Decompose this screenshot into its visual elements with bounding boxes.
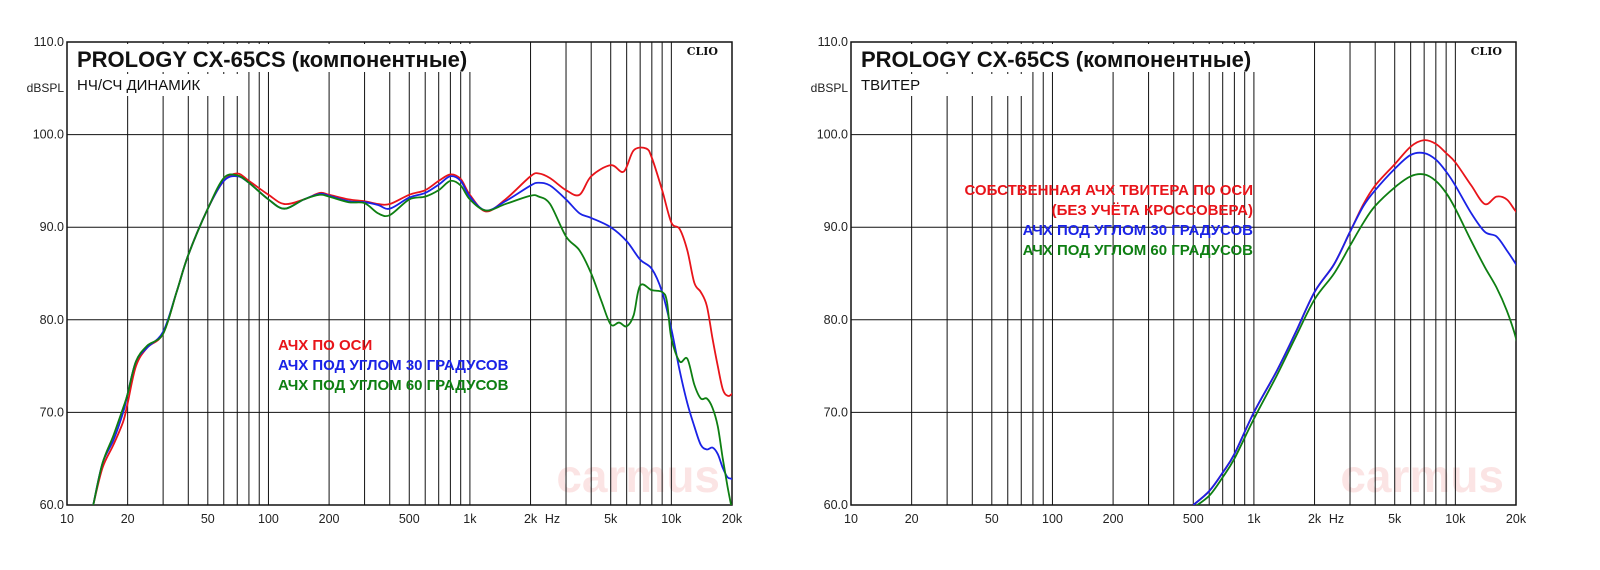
y-tick-label: 100.0 [817,128,848,142]
y-axis-label: dBSPL [811,81,849,95]
subtitle-backdrop [853,74,1023,96]
y-tick-label: 90.0 [824,220,848,234]
x-tick-label: 200 [1103,512,1124,526]
series-group [92,146,732,505]
x-tick-label: 500 [1183,512,1204,526]
grid [851,42,1516,505]
x-tick-label: 5k [1388,512,1402,526]
grid [67,42,732,505]
x-tick-label: 50 [201,512,215,526]
legend-entry: (БЕЗ УЧЁТА КРОССОВЕРА) [1052,202,1253,219]
x-tick-label: 100 [258,512,279,526]
legend-entry: АЧХ ПО ОСИ [278,337,372,354]
x-axis-unit: Hz [1329,512,1344,526]
legend-entry: СОБСТВЕННАЯ АЧХ ТВИТЕРА ПО ОСИ [964,182,1253,199]
brand-backdrop [1464,44,1512,60]
y-tick-label: 70.0 [824,405,848,419]
x-tick-label: 50 [985,512,999,526]
legend-entry: АЧХ ПОД УГЛОМ 30 ГРАДУСОВ [1023,222,1254,239]
plot-frame [850,41,1517,506]
legend-entry: АЧХ ПОД УГЛОМ 60 ГРАДУСОВ [1023,242,1254,259]
y-tick-label: 110.0 [818,35,848,49]
x-tick-label: 10 [844,512,858,526]
title-backdrop [69,44,489,72]
x-tick-label: 200 [319,512,340,526]
legend-entry: АЧХ ПОД УГЛОМ 60 ГРАДУСОВ [278,377,509,394]
title-backdrop [853,44,1273,72]
brand-label: CLIO [1471,45,1503,58]
x-tick-label: 100 [1042,512,1063,526]
x-tick-label: 20 [121,512,135,526]
chart-subtitle: НЧ/СЧ ДИНАМИК [77,77,201,94]
y-tick-label: 80.0 [824,313,848,327]
y-tick-label: 110.0 [34,35,64,49]
y-tick-label: 70.0 [40,405,64,419]
y-axis-label: dBSPL [27,81,65,95]
series-line-1 [1192,151,1516,505]
x-tick-label: 10k [1445,512,1466,526]
watermark-logo: carmus [556,450,720,502]
series-line-2 [92,173,732,505]
y-tick-label: 60.0 [824,498,848,512]
legend-entry: АЧХ ПОД УГЛОМ 30 ГРАДУСОВ [278,357,509,374]
x-tick-label: 2k [1308,512,1322,526]
x-tick-label: 500 [399,512,420,526]
chart-title: PROLOGY CX-65CS (компонентные) [861,47,1251,72]
legend: АЧХ ПО ОСИ АЧХ ПОД УГЛОМ 30 ГРАДУСОВ АЧХ П… [278,337,509,394]
chart-panel-woofer: carmus 60.0 70.0 80.0 90.0 100.0 110.0 dBSPL 10 2… [27,35,743,526]
x-tick-label: 5k [604,512,618,526]
x-tick-label: 1k [463,512,477,526]
y-tick-label: 80.0 [40,313,64,327]
legend: СОБСТВЕННАЯ АЧХ ТВИТЕРА ПО ОСИ (БЕЗ УЧЁТА… [964,182,1253,259]
brand-label: CLIO [687,45,719,58]
brand-backdrop [680,44,728,60]
y-tick-label: 60.0 [40,498,64,512]
x-tick-label: 20k [1506,512,1527,526]
x-tick-label: 10k [661,512,682,526]
chart-panel-tweeter: carmus 60.0 70.0 80.0 90.0 100.0 110.0 dBSPL 10 2… [811,35,1527,526]
x-tick-label: 1k [1247,512,1261,526]
x-tick-label: 20 [905,512,919,526]
subtitle-backdrop [69,74,239,96]
y-tick-label: 90.0 [40,220,64,234]
plot-frame [66,41,733,506]
x-tick-label: 20k [722,512,743,526]
series-group [1192,139,1516,505]
y-tick-label: 100.0 [33,128,64,142]
x-axis-unit: Hz [545,512,560,526]
x-tick-label: 2k [524,512,538,526]
chart-title: PROLOGY CX-65CS (компонентные) [77,47,467,72]
watermark-logo: carmus [1340,450,1504,502]
series-line-2 [1195,173,1516,505]
x-tick-label: 10 [60,512,74,526]
chart-subtitle: ТВИТЕР [861,77,920,94]
